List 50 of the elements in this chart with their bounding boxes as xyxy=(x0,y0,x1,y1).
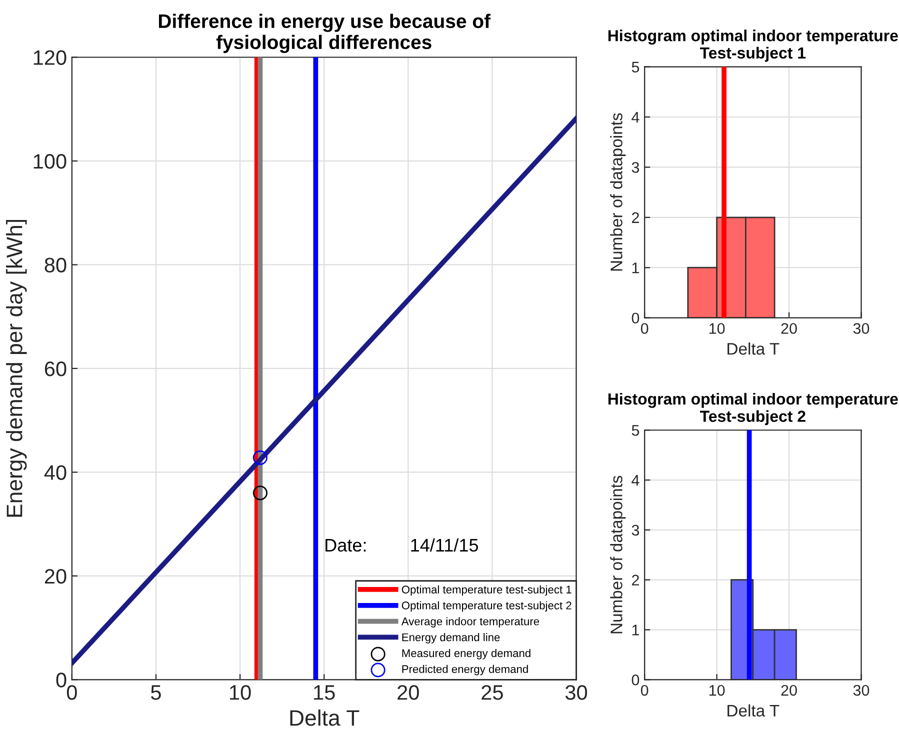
y-tick-label: 2 xyxy=(632,574,639,586)
y-axis-title: Energy demand per day [kWh] xyxy=(6,220,27,517)
y-tick-label: 60 xyxy=(44,361,66,376)
y-tick-label: 1 xyxy=(632,624,639,636)
y-tick-label: 100 xyxy=(34,154,66,169)
y-tick-label: 20 xyxy=(44,568,66,584)
x-tick-label: 10 xyxy=(709,323,725,334)
y-tick-label: 4 xyxy=(632,112,640,123)
x-tick-label: 10 xyxy=(709,684,725,696)
y-tick-label: 40 xyxy=(44,465,66,480)
x-tick-label: 0 xyxy=(640,323,648,334)
legend-label: Measured energy demand xyxy=(402,648,530,660)
y-axis-title: Number of datapoints xyxy=(610,113,626,271)
chart-title: Difference in energy use because of fysiological differences xyxy=(158,14,491,54)
x-tick-label: 15 xyxy=(314,685,335,700)
y-tick-label: 1 xyxy=(632,262,639,274)
x-tick-label: 20 xyxy=(398,685,419,700)
y-tick-label: 2 xyxy=(632,212,639,223)
annotation: Date: xyxy=(326,539,366,552)
x-tick-label: 20 xyxy=(781,684,797,696)
chart-title: Histogram optimal indoor temperature Test-subject 2 xyxy=(608,392,898,426)
x-axis-title: Delta T xyxy=(728,704,780,717)
x-axis-title: Delta T xyxy=(290,710,360,726)
annotation: 14/11/15 xyxy=(411,538,478,552)
y-tick-label: 0 xyxy=(632,312,640,324)
chart-title: Histogram optimal indoor temperature Test-subject 1 xyxy=(608,30,898,62)
y-tick-label: 5 xyxy=(632,425,640,436)
legend-label: Optimal temperature test-subject 1 xyxy=(402,585,572,596)
y-tick-label: 80 xyxy=(44,258,66,272)
x-tick-label: 20 xyxy=(781,323,797,334)
x-tick-label: 30 xyxy=(853,684,870,696)
x-tick-label: 30 xyxy=(853,323,870,334)
y-tick-label: 120 xyxy=(34,50,66,66)
y-axis-title: Number of datapoints xyxy=(610,476,626,634)
x-tick-label: 25 xyxy=(482,685,503,700)
y-tick-label: 3 xyxy=(632,162,640,173)
x-tick-label: 0 xyxy=(66,685,77,700)
legend-label: Average indoor temperature xyxy=(401,617,540,628)
legend-label: Energy demand line xyxy=(402,633,500,644)
y-tick-label: 4 xyxy=(632,475,640,486)
x-tick-label: 0 xyxy=(640,684,648,696)
x-axis-title: Delta T xyxy=(728,342,780,355)
y-tick-label: 0 xyxy=(632,674,640,686)
legend-label: Predicted energy demand xyxy=(402,664,528,676)
y-tick-label: 3 xyxy=(632,524,640,536)
x-tick-label: 30 xyxy=(565,685,588,700)
x-tick-label: 5 xyxy=(151,685,161,700)
x-tick-label: 10 xyxy=(230,685,251,700)
legend-label: Optimal temperature test-subject 2 xyxy=(402,601,572,612)
y-tick-label: 5 xyxy=(632,62,640,72)
